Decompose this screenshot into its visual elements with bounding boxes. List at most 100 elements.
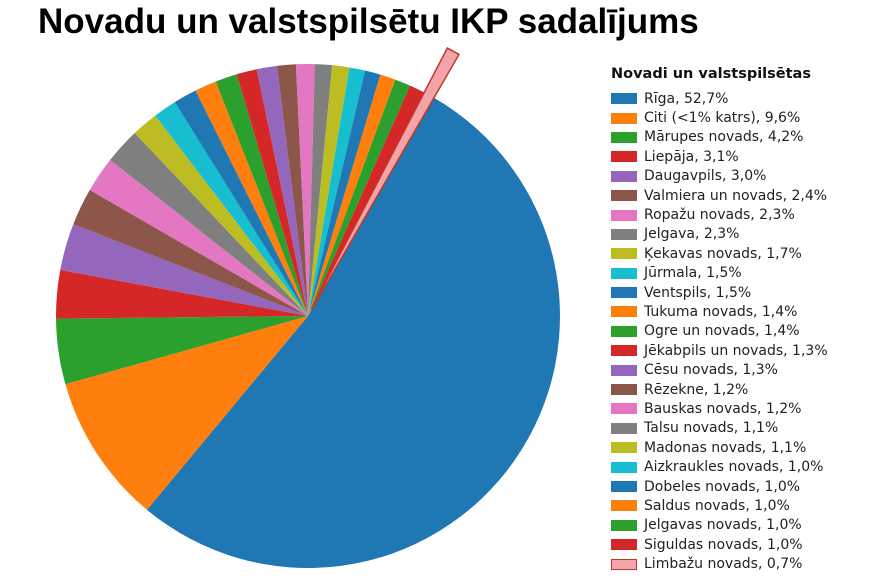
legend: Novadi un valstspilsētas Rīga, 52,7% Citi… — [611, 64, 866, 574]
legend-item: Cēsu novads, 1,3% — [611, 360, 866, 379]
legend-label: Ropažu novads, 2,3% — [644, 207, 795, 224]
legend-item: Rēzekne, 1,2% — [611, 380, 866, 399]
legend-label: Valmiera un novads, 2,4% — [644, 187, 828, 204]
legend-label: Cēsu novads, 1,3% — [644, 362, 778, 379]
legend-swatch — [611, 190, 637, 202]
pie-slice-tukuma-novads — [195, 81, 308, 316]
legend-label: Jelgava, 2,3% — [644, 226, 740, 243]
pie-slice-j-kabpils-un-novads — [236, 69, 308, 316]
legend-swatch — [611, 500, 637, 512]
legend-item: Limbažu novads, 0,7% — [611, 554, 866, 573]
pie-slice-ropa-u-novads — [89, 159, 308, 316]
legend-swatch — [611, 519, 637, 531]
pie-slice-citi-1-katrs- — [65, 316, 309, 510]
legend-label: Daugavpils, 3,0% — [644, 168, 767, 185]
legend-item: Ogre un novads, 1,4% — [611, 322, 866, 341]
legend-item: Siguldas novads, 1,0% — [611, 535, 866, 554]
legend-item: Liepāja, 3,1% — [611, 147, 866, 166]
legend-label: Jelgavas novads, 1,0% — [644, 517, 802, 534]
legend-label: Bauskas novads, 1,2% — [644, 400, 802, 417]
legend-label: Liepāja, 3,1% — [644, 148, 739, 165]
legend-swatch — [611, 267, 637, 279]
pie-slice-madonas-novads — [308, 65, 350, 316]
legend-label: Madonas novads, 1,1% — [644, 439, 807, 456]
legend-swatch — [611, 558, 637, 570]
legend-item: Rīga, 52,7% — [611, 89, 866, 108]
legend-swatch — [611, 345, 637, 357]
legend-label: Dobeles novads, 1,0% — [644, 478, 801, 495]
legend-item: Bauskas novads, 1,2% — [611, 399, 866, 418]
legend-label: Ķekavas novads, 1,7% — [644, 245, 802, 262]
legend-items: Rīga, 52,7% Citi (<1% katrs), 9,6% Mārupes… — [611, 89, 866, 574]
legend-swatch — [611, 364, 637, 376]
pie-slice-limba-u-novads — [310, 47, 461, 311]
legend-item: Ķekavas novads, 1,7% — [611, 244, 866, 263]
pie-slice-saldus-novads — [308, 74, 396, 316]
pie-slice-bauskas-novads — [295, 63, 315, 316]
legend-label: Talsu novads, 1,1% — [644, 420, 779, 437]
legend-label: Saldus novads, 1,0% — [644, 497, 790, 514]
legend-swatch — [611, 151, 637, 163]
legend-swatch — [611, 228, 637, 240]
pie-slice-liep-ja — [55, 269, 308, 319]
legend-swatch — [611, 131, 637, 143]
legend-swatch — [611, 112, 637, 124]
pie-slice-r-ga — [146, 97, 560, 568]
pie-slice-ogre-un-novads — [215, 74, 308, 316]
legend-swatch — [611, 422, 637, 434]
legend-label: Ogre un novads, 1,4% — [644, 323, 800, 340]
legend-swatch — [611, 287, 637, 299]
legend-item: Madonas novads, 1,1% — [611, 438, 866, 457]
pie-slice-aizkraukles-novads — [308, 67, 366, 316]
legend-swatch — [611, 93, 637, 105]
legend-item: Ropažu novads, 2,3% — [611, 205, 866, 224]
pie-slice-talsu-novads — [308, 64, 333, 316]
legend-item: Jelgava, 2,3% — [611, 225, 866, 244]
legend-label: Rēzekne, 1,2% — [644, 381, 749, 398]
pie-slice--ekavas-novads — [134, 115, 308, 316]
legend-swatch — [611, 306, 637, 318]
pie-slice-valmiera-un-novads — [73, 190, 308, 316]
legend-item: Jēkabpils un novads, 1,3% — [611, 341, 866, 360]
legend-swatch — [611, 481, 637, 492]
legend-item: Ventspils, 1,5% — [611, 283, 866, 302]
legend-label: Tukuma novads, 1,4% — [644, 303, 798, 320]
legend-swatch — [611, 539, 637, 551]
pie-slice-daugavpils — [60, 224, 308, 316]
legend-item: Daugavpils, 3,0% — [611, 167, 866, 186]
legend-swatch — [611, 442, 637, 454]
pie-slice-r-zekne — [276, 64, 308, 316]
chart-title: Novadu un valstspilsētu IKP sadalījums — [38, 2, 699, 41]
legend-swatch — [611, 325, 637, 337]
legend-item: Mārupes novads, 4,2% — [611, 128, 866, 147]
legend-item: Saldus novads, 1,0% — [611, 496, 866, 515]
legend-swatch — [611, 384, 637, 396]
legend-item: Jelgavas novads, 1,0% — [611, 516, 866, 535]
legend-swatch — [611, 170, 637, 182]
pie-slice-c-su-novads — [256, 65, 308, 316]
pie-slice-jelgava — [110, 133, 309, 316]
legend-swatch — [611, 248, 637, 260]
pie-slice-siguldas-novads — [308, 85, 425, 316]
legend-swatch — [611, 209, 637, 221]
legend-label: Ventspils, 1,5% — [644, 284, 752, 301]
legend-label: Limbažu novads, 0,7% — [644, 556, 803, 573]
legend-item: Citi (<1% katrs), 9,6% — [611, 108, 866, 127]
pie-slices — [55, 47, 560, 568]
legend-item: Talsu novads, 1,1% — [611, 419, 866, 438]
pie-slice-jelgavas-novads — [308, 79, 411, 317]
pie-slice-m-rupes-novads — [56, 316, 309, 385]
legend-label: Citi (<1% katrs), 9,6% — [644, 110, 801, 127]
legend-item: Jūrmala, 1,5% — [611, 264, 866, 283]
legend-label: Jēkabpils un novads, 1,3% — [644, 342, 828, 359]
legend-title: Novadi un valstspilsētas — [611, 66, 811, 82]
legend-label: Mārupes novads, 4,2% — [644, 129, 804, 146]
legend-label: Jūrmala, 1,5% — [644, 265, 742, 282]
pie-slice-ventspils — [174, 90, 308, 317]
pie-slice-j-rmala — [155, 102, 308, 316]
legend-swatch — [611, 461, 637, 473]
legend-item: Tukuma novads, 1,4% — [611, 302, 866, 321]
legend-label: Siguldas novads, 1,0% — [644, 536, 803, 553]
legend-item: Dobeles novads, 1,0% — [611, 477, 866, 496]
